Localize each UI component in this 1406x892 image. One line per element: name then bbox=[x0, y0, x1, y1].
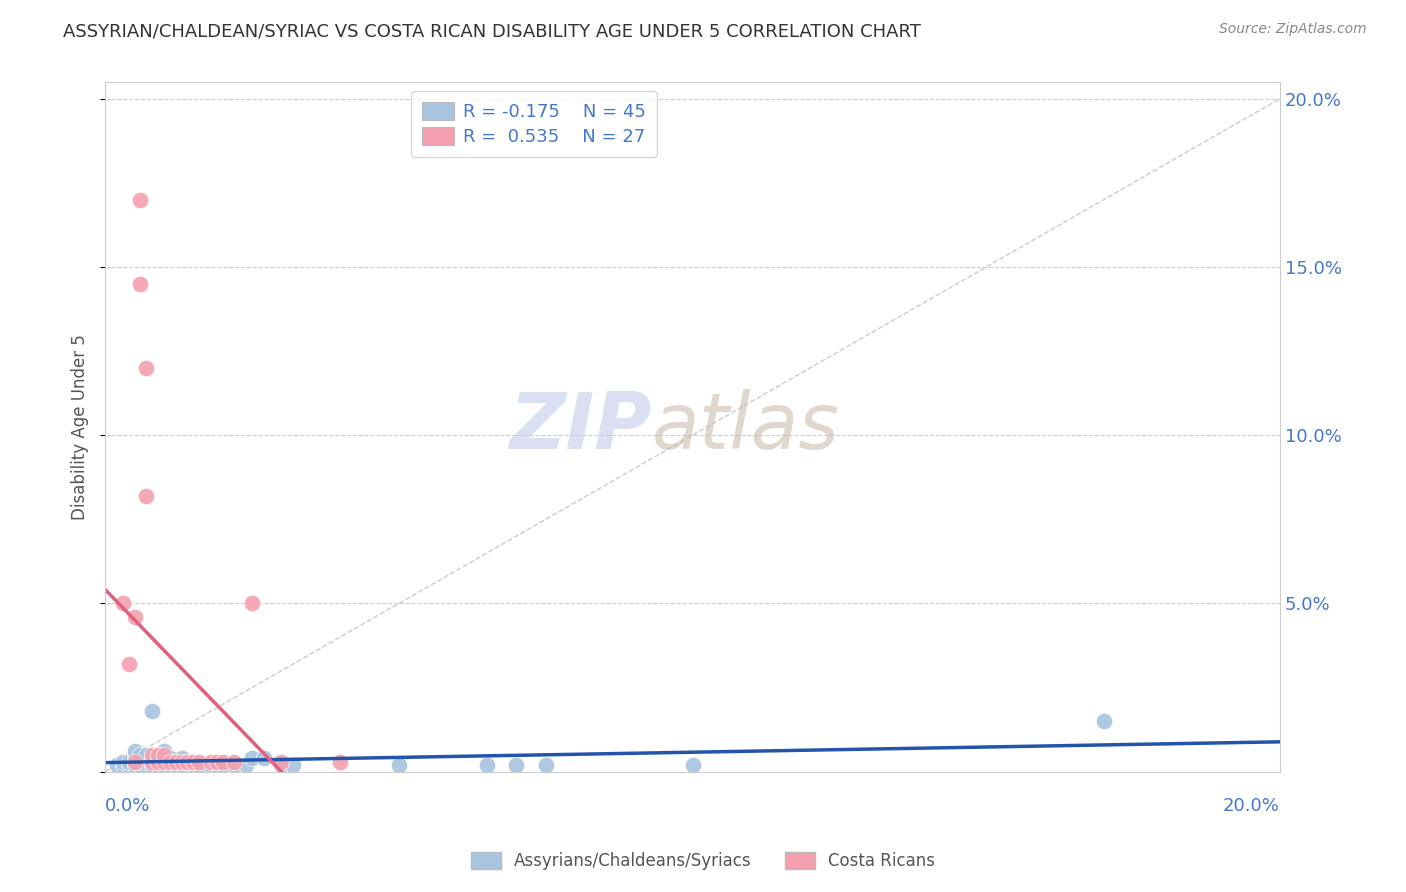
Point bbox=[124, 755, 146, 769]
Point bbox=[146, 747, 169, 762]
Point bbox=[129, 277, 152, 291]
Point bbox=[141, 758, 163, 772]
Point bbox=[153, 744, 176, 758]
Point bbox=[124, 751, 146, 765]
Point bbox=[235, 758, 257, 772]
Point bbox=[111, 596, 134, 610]
Point bbox=[170, 758, 193, 772]
Point bbox=[124, 744, 146, 758]
Point bbox=[200, 758, 222, 772]
Text: atlas: atlas bbox=[651, 389, 839, 465]
Point bbox=[205, 758, 228, 772]
Point bbox=[153, 758, 176, 772]
Point bbox=[135, 747, 157, 762]
Point bbox=[153, 755, 176, 769]
Point bbox=[129, 758, 152, 772]
Legend: R = -0.175    N = 45, R =  0.535    N = 27: R = -0.175 N = 45, R = 0.535 N = 27 bbox=[411, 91, 657, 157]
Point bbox=[153, 755, 176, 769]
Point bbox=[283, 758, 305, 772]
Point bbox=[176, 755, 198, 769]
Point bbox=[146, 755, 169, 769]
Point bbox=[388, 758, 411, 772]
Text: Source: ZipAtlas.com: Source: ZipAtlas.com bbox=[1219, 22, 1367, 37]
Point bbox=[141, 704, 163, 718]
Point bbox=[240, 751, 263, 765]
Point bbox=[146, 755, 169, 769]
Point bbox=[170, 751, 193, 765]
Point bbox=[200, 755, 222, 769]
Point bbox=[253, 751, 276, 765]
Point bbox=[141, 751, 163, 765]
Point bbox=[111, 758, 134, 772]
Point bbox=[165, 755, 187, 769]
Legend: Assyrians/Chaldeans/Syriacs, Costa Ricans: Assyrians/Chaldeans/Syriacs, Costa Rican… bbox=[464, 845, 942, 877]
Point bbox=[118, 755, 141, 769]
Point bbox=[205, 755, 228, 769]
Point bbox=[135, 755, 157, 769]
Point bbox=[176, 755, 198, 769]
Point bbox=[105, 758, 128, 772]
Point bbox=[129, 755, 152, 769]
Point bbox=[270, 755, 292, 769]
Point bbox=[153, 747, 176, 762]
Point bbox=[135, 489, 157, 503]
Point bbox=[170, 755, 193, 769]
Point bbox=[159, 758, 181, 772]
Point bbox=[135, 360, 157, 375]
Point bbox=[129, 747, 152, 762]
Point bbox=[534, 758, 557, 772]
Point bbox=[124, 610, 146, 624]
Point bbox=[475, 758, 498, 772]
Point bbox=[141, 747, 163, 762]
Point bbox=[505, 758, 527, 772]
Point bbox=[240, 596, 263, 610]
Point bbox=[165, 758, 187, 772]
Point bbox=[329, 755, 352, 769]
Point bbox=[124, 758, 146, 772]
Point bbox=[224, 755, 246, 769]
Point bbox=[211, 755, 233, 769]
Point bbox=[141, 755, 163, 769]
Point bbox=[682, 758, 704, 772]
Point bbox=[181, 758, 204, 772]
Point bbox=[118, 758, 141, 772]
Point bbox=[159, 751, 181, 765]
Text: ZIP: ZIP bbox=[509, 389, 651, 465]
Point bbox=[146, 758, 169, 772]
Point bbox=[188, 755, 211, 769]
Point bbox=[211, 758, 233, 772]
Point bbox=[159, 755, 181, 769]
Point bbox=[181, 755, 204, 769]
Y-axis label: Disability Age Under 5: Disability Age Under 5 bbox=[72, 334, 89, 520]
Point bbox=[270, 758, 292, 772]
Point bbox=[1092, 714, 1115, 729]
Point bbox=[188, 758, 211, 772]
Point bbox=[135, 758, 157, 772]
Text: 20.0%: 20.0% bbox=[1223, 797, 1279, 814]
Point bbox=[118, 657, 141, 671]
Text: ASSYRIAN/CHALDEAN/SYRIAC VS COSTA RICAN DISABILITY AGE UNDER 5 CORRELATION CHART: ASSYRIAN/CHALDEAN/SYRIAC VS COSTA RICAN … bbox=[63, 22, 921, 40]
Text: 0.0%: 0.0% bbox=[105, 797, 150, 814]
Point bbox=[129, 193, 152, 207]
Point bbox=[224, 758, 246, 772]
Point bbox=[111, 755, 134, 769]
